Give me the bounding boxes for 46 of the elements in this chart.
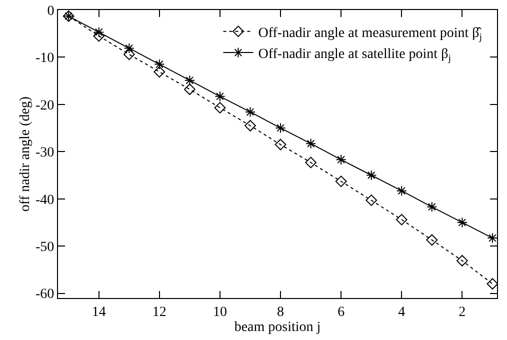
y-axis-title: off nadir angle (deg)	[18, 96, 34, 212]
point	[396, 214, 408, 226]
y-tick-label: -30	[36, 146, 54, 161]
point	[154, 66, 166, 78]
point	[274, 138, 286, 150]
x-axis-title: beam position j	[234, 320, 321, 336]
y-tick-label: -60	[36, 287, 54, 302]
point	[123, 48, 135, 60]
y-tick-label: 0	[47, 4, 54, 19]
y-tick-label: -40	[36, 192, 54, 208]
x-tick-label: 4	[398, 304, 406, 320]
point	[487, 232, 497, 244]
point	[456, 217, 468, 228]
point	[335, 176, 347, 188]
point	[336, 154, 346, 165]
x-tick-label: 2	[458, 304, 466, 320]
point	[275, 122, 286, 134]
point	[426, 202, 438, 212]
point	[124, 42, 134, 54]
x-tick-label: 10	[212, 304, 227, 320]
point	[305, 156, 316, 168]
point	[456, 255, 468, 266]
y-tick-label: -20	[36, 98, 54, 114]
point	[486, 278, 497, 290]
point	[214, 91, 226, 102]
point	[94, 26, 104, 38]
point	[396, 186, 407, 196]
x-tick-label: 6	[338, 304, 345, 320]
point	[244, 120, 256, 132]
point	[93, 30, 105, 42]
legend-label: Off-nadir angle at satellite point β$_{j}$	[258, 47, 451, 64]
point	[366, 170, 377, 181]
point	[366, 194, 378, 206]
legend-label: Off-nadir angle at measurement point β̂$_{j}$	[258, 26, 482, 43]
x-tick-label: 8	[277, 304, 284, 320]
y-tick-label: -50	[36, 240, 54, 255]
y-tick-label: -10	[36, 51, 54, 66]
point	[426, 234, 438, 246]
point	[306, 138, 316, 149]
point	[244, 106, 256, 118]
point	[214, 102, 226, 114]
point	[184, 75, 195, 86]
x-tick-label: 12	[152, 304, 166, 320]
point	[184, 84, 196, 96]
point	[154, 59, 165, 70]
x-tick-label: 14	[92, 304, 106, 320]
